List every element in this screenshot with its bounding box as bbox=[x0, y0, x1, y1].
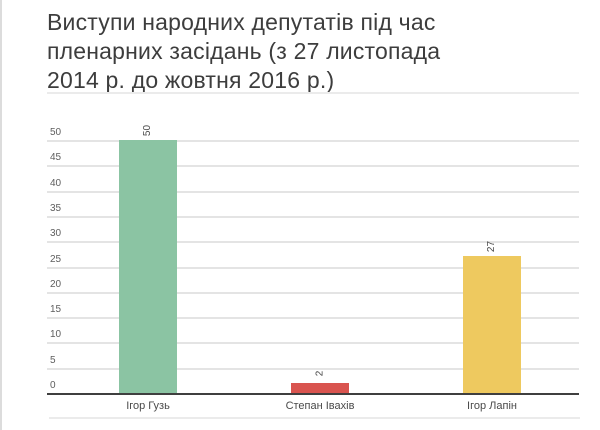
gridline bbox=[47, 191, 579, 193]
bar[interactable] bbox=[463, 256, 521, 393]
gridline bbox=[47, 342, 579, 344]
x-axis-baseline bbox=[47, 393, 579, 395]
y-axis-label: 15 bbox=[50, 304, 62, 315]
chart-title: Виступи народних депутатів під час плена… bbox=[47, 8, 577, 95]
bar-value-label: 50 bbox=[128, 120, 168, 140]
bar-value-label: 27 bbox=[472, 236, 512, 256]
gridline bbox=[47, 241, 579, 243]
x-axis-label: Ігор Лапін bbox=[467, 400, 517, 412]
gridline bbox=[47, 216, 579, 218]
gridline bbox=[47, 140, 579, 142]
chart-title-line: 2014 р. до жовтня 2016 р.) bbox=[47, 67, 335, 93]
y-axis-label: 35 bbox=[50, 203, 62, 214]
x-axis-label: Ігор Гузь bbox=[126, 400, 170, 412]
gridline bbox=[47, 368, 579, 370]
gridline bbox=[47, 267, 579, 269]
gridline bbox=[47, 317, 579, 319]
title-divider bbox=[47, 92, 579, 94]
chart-title-line: Виступи народних депутатів під час bbox=[47, 9, 436, 35]
gridline bbox=[47, 292, 579, 294]
x-axis-label: Степан Івахів bbox=[285, 400, 355, 412]
y-axis-label: 0 bbox=[50, 380, 56, 391]
bottom-divider bbox=[49, 417, 580, 419]
y-axis-label: 20 bbox=[50, 279, 62, 290]
y-axis-label: 25 bbox=[50, 254, 62, 265]
bar-value-text: 50 bbox=[142, 124, 154, 136]
bar-value-text: 2 bbox=[314, 370, 326, 376]
chart-title-line: пленарних засідань (з 27 листопада bbox=[47, 38, 441, 64]
y-axis-label: 30 bbox=[50, 228, 62, 239]
y-axis-label: 40 bbox=[50, 178, 62, 189]
bar-value-label: 2 bbox=[300, 363, 340, 383]
bar-value-text: 27 bbox=[486, 240, 498, 252]
y-axis-label: 45 bbox=[50, 152, 62, 163]
y-axis-label: 5 bbox=[50, 355, 56, 366]
y-axis-label: 50 bbox=[50, 127, 62, 138]
bar[interactable] bbox=[291, 383, 349, 393]
bar[interactable] bbox=[119, 140, 177, 393]
gridline bbox=[47, 165, 579, 167]
y-axis-label: 10 bbox=[50, 329, 62, 340]
